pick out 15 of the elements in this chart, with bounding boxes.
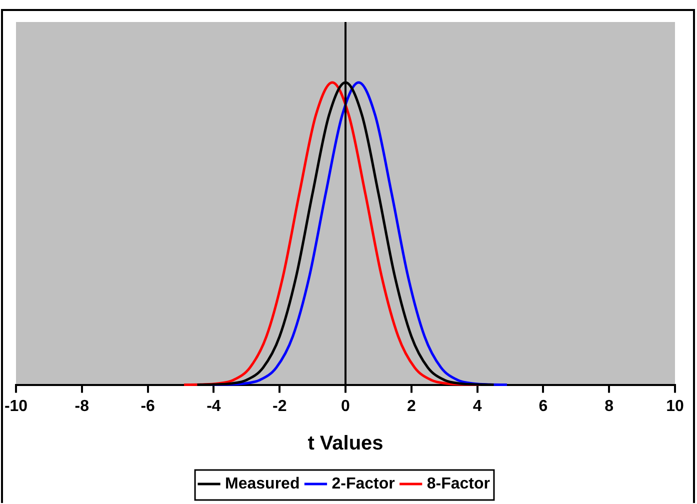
x-tick-label: 2: [406, 398, 416, 415]
x-tick-label: -2: [272, 398, 287, 415]
x-tick-label: -8: [74, 398, 90, 415]
x-tick-label: 4: [472, 398, 482, 415]
x-tick-label: 8: [604, 398, 614, 415]
x-tick-label: 6: [538, 398, 548, 415]
x-tick-label: 0: [341, 398, 350, 415]
x-axis-title: t Values: [308, 432, 384, 455]
legend-label: 8-Factor: [426, 475, 490, 492]
legend-label: 2-Factor: [332, 475, 395, 492]
x-tick-label: -4: [206, 398, 221, 415]
legend-label: Measured: [225, 475, 300, 492]
x-tick-label: -6: [140, 398, 156, 415]
x-tick-label: 10: [666, 398, 684, 415]
x-tick-label: -10: [4, 398, 28, 415]
